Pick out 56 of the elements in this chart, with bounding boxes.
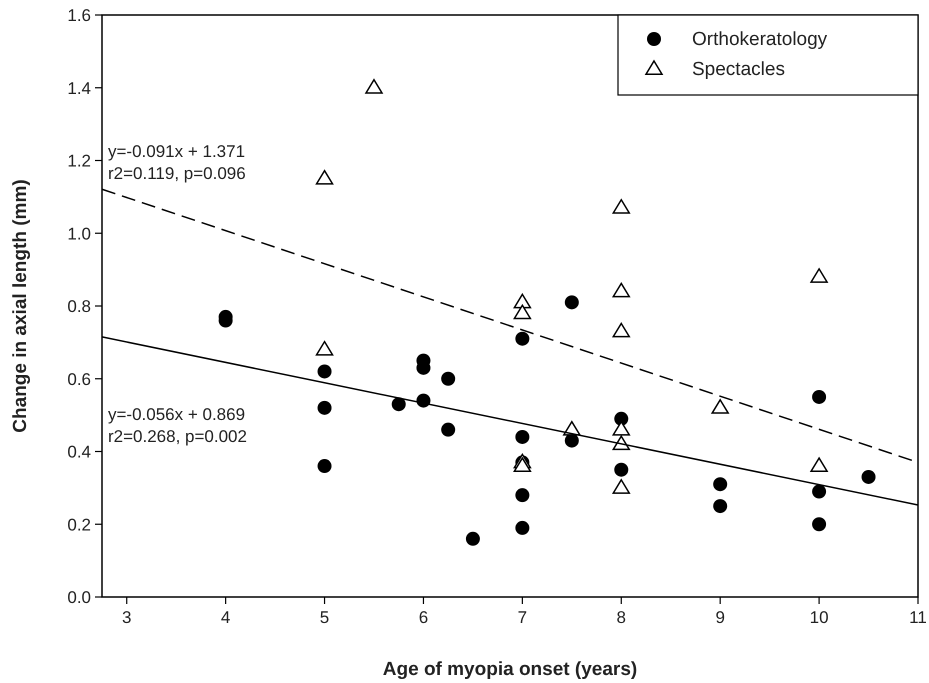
point — [810, 457, 828, 472]
x-axis-title: Age of myopia onset (years) — [382, 659, 638, 680]
x-tick-label: 3 — [122, 608, 132, 627]
point — [612, 282, 630, 298]
x-tick-label: 9 — [715, 608, 725, 627]
point — [365, 79, 383, 94]
point — [812, 517, 826, 532]
x-tick-label: 6 — [418, 608, 428, 627]
y-axis-title: Change in axial length (mm) — [10, 179, 31, 433]
y-tick-label: 1.0 — [67, 224, 91, 244]
point — [515, 520, 530, 535]
x-tick-label: 5 — [320, 608, 330, 627]
y-tick-label: 1.6 — [67, 6, 91, 25]
point — [810, 268, 828, 283]
point — [514, 294, 532, 308]
point — [514, 304, 532, 320]
point — [711, 399, 729, 414]
point — [316, 170, 334, 185]
y-tick-label: 0.8 — [67, 297, 91, 316]
point — [316, 340, 334, 356]
point — [812, 390, 826, 404]
x-tick-label: 8 — [616, 608, 626, 627]
x-tick-label: 7 — [518, 608, 528, 627]
point — [812, 484, 826, 499]
point — [515, 488, 530, 502]
y-tick-label: 0.2 — [67, 515, 91, 534]
point — [614, 462, 628, 477]
point — [392, 397, 406, 412]
point — [713, 477, 728, 492]
x-tick-label: 4 — [220, 608, 230, 627]
x-tick-label: 11 — [909, 608, 927, 627]
point — [612, 479, 630, 494]
point — [466, 532, 480, 546]
legend-label: Orthokeratology — [692, 29, 828, 50]
point — [564, 434, 579, 448]
y-tick-label: 1.2 — [67, 152, 91, 170]
y-tick-label: 0.0 — [67, 588, 91, 607]
point — [564, 295, 579, 310]
point — [318, 400, 332, 415]
point — [612, 322, 630, 338]
point — [515, 430, 530, 444]
point — [713, 499, 728, 514]
point — [441, 422, 456, 437]
annotation: y=-0.091x + 1.371 r2=0.119, p=0.096 — [108, 142, 246, 183]
point — [441, 372, 456, 386]
legend-label: Spectacles — [692, 59, 785, 80]
point — [862, 470, 876, 484]
y-tick-label: 0.4 — [67, 442, 91, 462]
annotation: y=-0.056x + 0.869 r2=0.268, p=0.002 — [108, 405, 247, 446]
y-tick-label: 1.4 — [67, 78, 91, 98]
point — [515, 332, 530, 346]
point — [318, 459, 332, 474]
point — [612, 199, 630, 214]
point — [318, 364, 332, 378]
x-tick-label: 10 — [810, 608, 829, 627]
y-tick-label: 0.6 — [67, 370, 91, 389]
